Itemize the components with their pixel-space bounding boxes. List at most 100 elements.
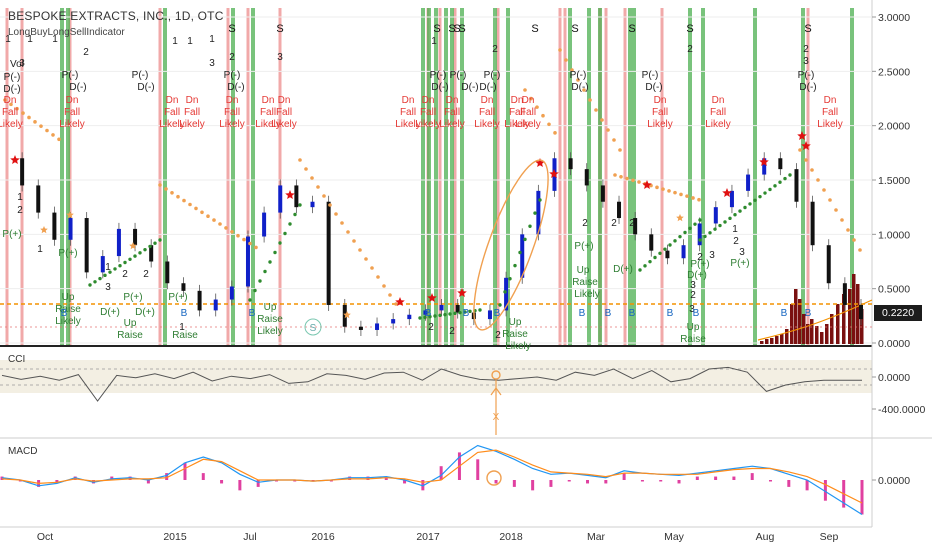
trailing-stop-dot-green	[788, 173, 792, 177]
indicator-title: LongBuyLongSellIndicator	[8, 27, 125, 38]
signal-star-red	[535, 158, 545, 167]
buy-marker-b: B	[579, 308, 586, 319]
signal-label-dn: Dn	[481, 95, 494, 106]
trailing-stop-dot-green	[763, 191, 767, 195]
signal-label-d-minus: D(-)	[479, 82, 496, 93]
signal-label-likely: Likely	[504, 119, 530, 130]
trailing-stop-dot-orange	[164, 187, 168, 191]
signal-label-s: S	[531, 23, 538, 35]
trailing-stop-dot-orange	[27, 115, 31, 120]
trailing-stop-dot-green	[688, 226, 692, 231]
trailing-stop-dot-orange	[236, 233, 240, 238]
signal-label-likely: Likely	[439, 119, 465, 130]
trailing-stop-dot-green	[153, 241, 157, 245]
trailing-stop-dot-green	[283, 231, 287, 236]
trailing-stop-dot-orange	[529, 96, 533, 101]
signal-label-fall: Fall	[822, 107, 838, 118]
macd-axis-label: 0.0000	[878, 475, 910, 487]
signal-label-s: S	[228, 23, 235, 35]
signal-star-red	[427, 293, 437, 302]
signal-label-up: Up	[62, 292, 75, 303]
trailing-stop-dot-orange	[612, 138, 616, 142]
buy-marker-b: B	[629, 308, 636, 319]
trailing-stop-dot-orange	[212, 218, 216, 222]
trailing-stop-dot-orange	[625, 176, 629, 181]
trailing-stop-dot-orange	[618, 148, 622, 152]
price-bar	[455, 304, 460, 313]
trailing-stop-dot-orange	[45, 128, 49, 133]
signal-count-label: 2	[611, 218, 617, 229]
trailing-stop-dot-orange	[382, 284, 386, 288]
price-bar	[504, 277, 509, 311]
trailing-stop-dot-orange	[582, 88, 586, 92]
signal-band-green	[450, 8, 454, 345]
trailing-stop-dot-orange	[254, 245, 258, 250]
signal-band-green	[427, 8, 431, 345]
price-bar	[600, 185, 605, 202]
circle-marker-label: S	[310, 323, 317, 334]
volume-bar	[842, 294, 846, 344]
price-bar	[165, 261, 170, 284]
trailing-stop-dot-green	[148, 244, 152, 249]
trailing-stop-dot-orange	[852, 238, 856, 242]
macd-histogram-bar	[659, 480, 663, 482]
signal-label-likely: Likely	[59, 119, 85, 130]
signal-label-s: S	[448, 23, 455, 35]
trailing-stop-dot-orange	[816, 178, 820, 182]
signal-count-label: 3	[209, 58, 215, 69]
signal-count-label: 2	[582, 218, 588, 229]
signal-band-green	[460, 8, 464, 345]
macd-histogram-bar	[274, 480, 278, 482]
signal-count-label: 2	[122, 269, 128, 280]
price-bar	[826, 245, 831, 284]
price-bar	[810, 201, 815, 246]
signal-label-dn: Dn	[226, 95, 239, 106]
trailing-stop-dot-orange	[804, 158, 808, 162]
signal-label-p-plus: P(+)	[123, 292, 142, 303]
signal-label-p-minus: P(-)	[570, 70, 587, 81]
trailing-stop-dot-orange	[182, 198, 186, 203]
trailing-stop-dot-green	[733, 213, 737, 217]
volume-bar	[780, 334, 784, 344]
trailing-stop-dot-green	[108, 270, 112, 274]
trailing-stop-dot-green	[428, 314, 432, 319]
volume-bar	[860, 309, 864, 344]
signal-label-likely-green: Likely	[505, 341, 531, 352]
trailing-stop-dot-green	[93, 280, 97, 284]
signal-star-orange	[66, 211, 74, 219]
buy-marker-b: B	[249, 308, 256, 319]
trailing-stop-dot-green	[768, 187, 772, 192]
signal-star-red	[759, 157, 769, 166]
trailing-stop-dot-orange	[588, 98, 592, 102]
signal-count-label: 2	[629, 218, 635, 229]
trailing-stop-dot-orange	[51, 133, 55, 137]
volume-bar	[856, 284, 860, 344]
trailing-stop-dot-orange	[328, 203, 332, 207]
signal-label-raise: Raise	[502, 329, 528, 340]
signal-star-orange	[343, 311, 351, 319]
volume-bar	[836, 304, 840, 344]
signal-label-dn: Dn	[446, 95, 459, 106]
trailing-stop-dot-orange	[840, 218, 844, 222]
signal-label-likely: Likely	[159, 119, 185, 130]
trailing-stop-dot-green	[258, 279, 262, 283]
signal-band-green	[568, 8, 572, 345]
signal-label-dn: Dn	[4, 95, 17, 106]
signal-label-d-minus: D(-)	[137, 82, 154, 93]
trailing-stop-dot-orange	[388, 293, 392, 297]
trailing-stop-dot-green	[658, 251, 662, 256]
signal-label-fall: Fall	[2, 107, 18, 118]
signal-star-red	[457, 288, 467, 297]
macd-histogram-bar	[586, 480, 590, 484]
time-axis-label: Jul	[243, 531, 256, 543]
signal-band-red	[660, 8, 664, 345]
signal-count-label: 3	[709, 250, 715, 261]
signal-label-d-minus: D(-)	[69, 82, 86, 93]
highlight-ellipse	[473, 159, 549, 331]
signal-band-green	[163, 8, 167, 345]
trailing-stop-dot-orange	[242, 237, 246, 242]
signal-label-p-minus: P(-)	[4, 72, 21, 83]
trailing-stop-dot-orange	[346, 230, 350, 234]
